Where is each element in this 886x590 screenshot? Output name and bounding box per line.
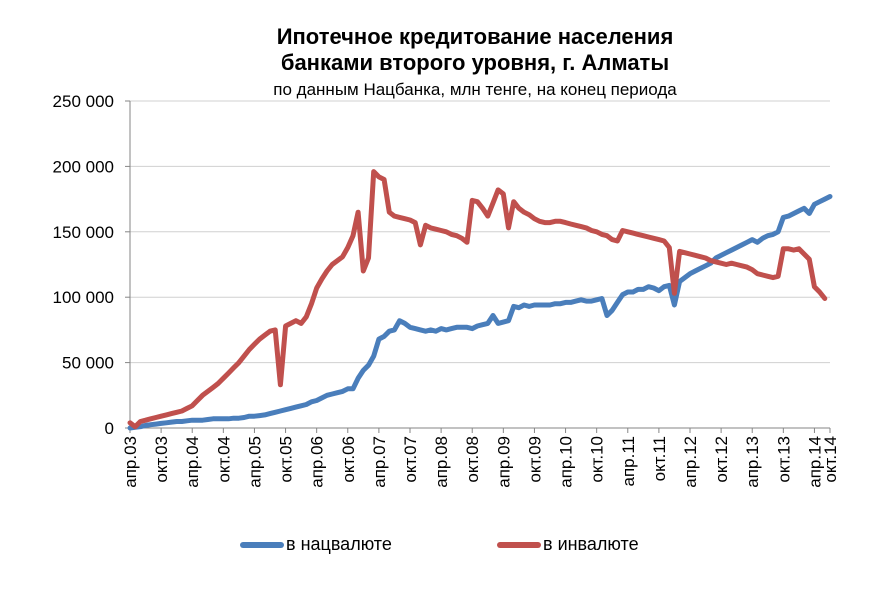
y-axis-tick-labels: 0 50 000 100 000 150 000 200 000 250 000 (53, 92, 114, 438)
x-tick-label: окт.06 (339, 436, 358, 483)
x-tick-label: окт.09 (525, 436, 544, 483)
x-tick-label: окт.12 (712, 436, 731, 483)
x-tick-label: апр.13 (743, 436, 762, 488)
x-tick-label: апр.05 (245, 436, 264, 488)
x-tick-label: апр.11 (619, 436, 638, 487)
axes (125, 100, 831, 433)
x-axis-tick-labels: апр.03 окт.03 апр.04 окт.04 апр.05 окт.05 апр.… (121, 436, 840, 488)
x-tick-label: окт.13 (774, 436, 793, 483)
legend-label-series-2: в инвалюте (543, 534, 639, 554)
legend-item-series-2: в инвалюте (497, 534, 639, 555)
x-tick-label: апр.03 (121, 436, 140, 488)
y-tick-label: 0 (105, 419, 114, 438)
x-tick-label: апр.06 (308, 436, 327, 488)
y-tick-label: 200 000 (53, 157, 114, 176)
x-tick-label: апр.10 (557, 436, 576, 488)
x-tick-label: окт.05 (277, 436, 296, 483)
x-tick-label: окт.04 (214, 436, 233, 483)
x-tick-label: апр.04 (183, 436, 202, 488)
chart-title-line1: Ипотечное кредитование населения (276, 24, 674, 49)
x-tick-label: апр.07 (370, 436, 389, 488)
x-tick-label: окт.03 (152, 436, 171, 483)
y-tick-label: 150 000 (53, 223, 114, 242)
x-tick-label: апр.09 (494, 436, 513, 488)
x-tick-label: окт.14 (821, 436, 840, 483)
x-tick-label: апр.12 (681, 436, 700, 488)
y-tick-label: 100 000 (53, 288, 114, 307)
series-line-2 (127, 169, 828, 430)
x-tick-label: окт.11 (650, 436, 669, 481)
gridlines (130, 100, 830, 364)
series-line-1 (127, 194, 833, 431)
y-tick-label: 250 000 (53, 92, 114, 111)
x-tick-label: окт.08 (463, 436, 482, 483)
legend-label-series-1: в нацвалюте (286, 534, 392, 554)
chart-subtitle: по данным Нацбанка, млн тенге, на конец … (273, 80, 677, 99)
y-tick-label: 50 000 (62, 354, 114, 373)
x-tick-label: апр.14 (805, 436, 824, 488)
legend-item-series-1: в нацвалюте (240, 534, 392, 555)
legend-swatch-series-1 (240, 541, 284, 548)
x-tick-label: апр.08 (432, 436, 451, 488)
legend-swatch-series-2 (497, 541, 541, 548)
chart-title-line2: банками второго уровня, г. Алматы (280, 50, 670, 75)
x-tick-label: окт.07 (401, 436, 420, 483)
x-tick-label: окт.10 (588, 436, 607, 483)
series-lines (127, 169, 833, 431)
